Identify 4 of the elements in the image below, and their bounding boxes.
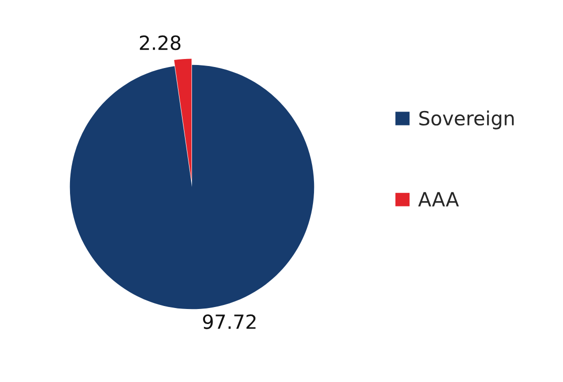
legend-label: AAA [418, 192, 459, 206]
data-label: 2.28 [140, 35, 180, 50]
legend-label: Sovereign [419, 110, 514, 130]
data-label: 97.72 [203, 314, 256, 330]
